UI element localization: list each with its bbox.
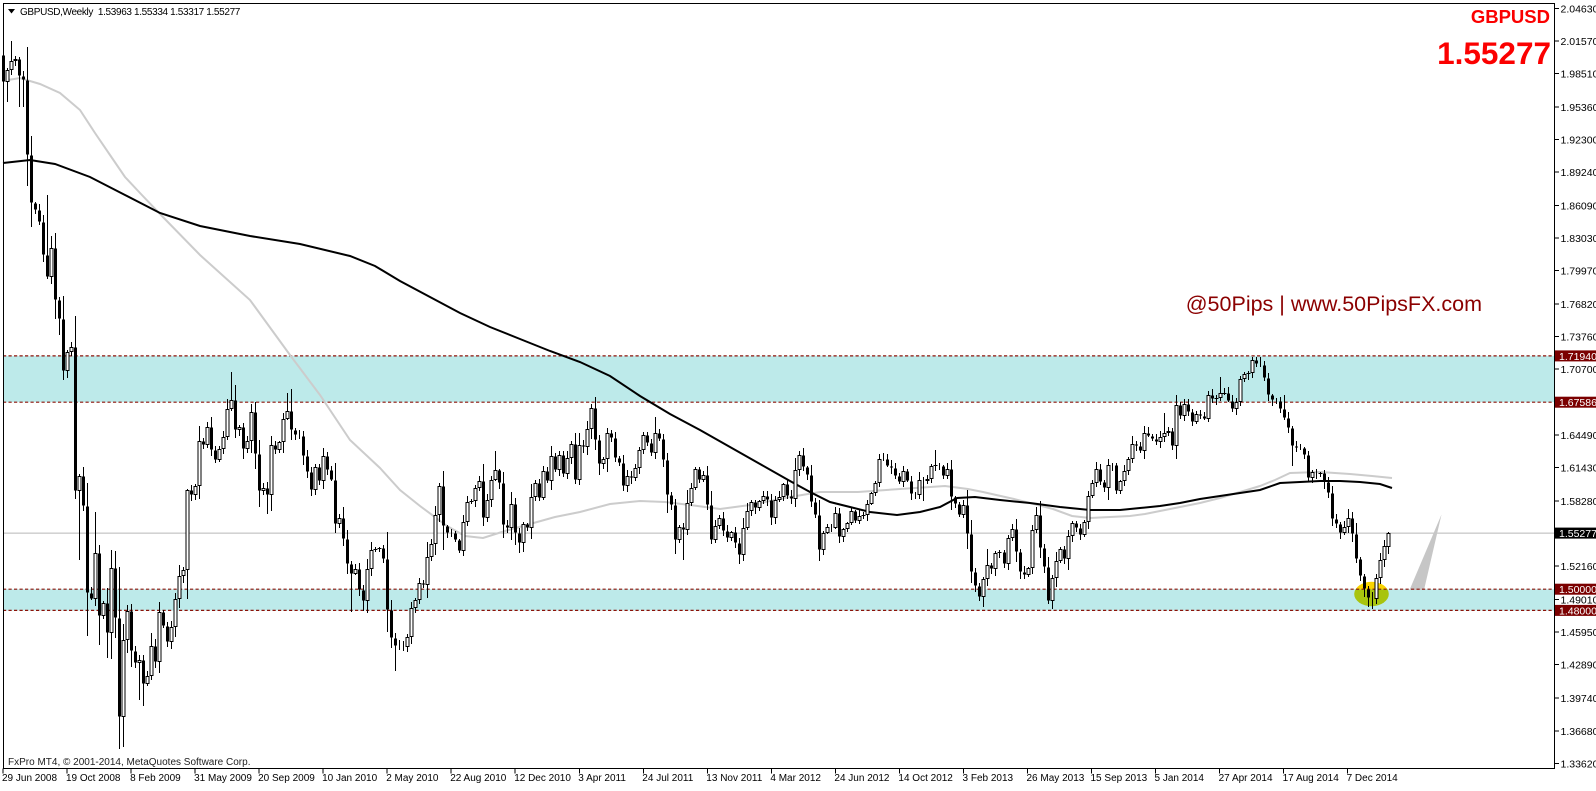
svg-text:7 Dec 2014: 7 Dec 2014 xyxy=(1347,773,1399,784)
svg-text:26 May 2013: 26 May 2013 xyxy=(1027,773,1085,784)
svg-text:1.33620: 1.33620 xyxy=(1561,758,1596,770)
svg-text:2.04630: 2.04630 xyxy=(1561,3,1596,15)
svg-text:1.92300: 1.92300 xyxy=(1561,135,1596,147)
svg-text:19 Oct 2008: 19 Oct 2008 xyxy=(66,773,121,784)
svg-text:1.61430: 1.61430 xyxy=(1561,463,1596,475)
svg-text:GBPUSD,Weekly 1.53963 1.55334: GBPUSD,Weekly 1.53963 1.55334 1.53317 1.… xyxy=(20,7,241,18)
svg-text:24 Jun 2012: 24 Jun 2012 xyxy=(834,773,889,784)
svg-text:4 Mar 2012: 4 Mar 2012 xyxy=(770,773,821,784)
svg-text:14 Oct 2012: 14 Oct 2012 xyxy=(898,773,953,784)
svg-text:1.76820: 1.76820 xyxy=(1561,299,1596,311)
svg-text:13 Nov 2011: 13 Nov 2011 xyxy=(706,773,762,784)
svg-text:1.64490: 1.64490 xyxy=(1561,430,1596,442)
svg-text:29 Jun 2008: 29 Jun 2008 xyxy=(2,773,57,784)
svg-text:2.01570: 2.01570 xyxy=(1561,36,1596,48)
svg-text:24 Jul 2011: 24 Jul 2011 xyxy=(642,773,693,784)
svg-text:1.55277: 1.55277 xyxy=(1559,528,1596,540)
svg-text:GBPUSD: GBPUSD xyxy=(1471,6,1550,27)
svg-text:2 May 2010: 2 May 2010 xyxy=(386,773,439,784)
svg-text:1.58280: 1.58280 xyxy=(1561,496,1596,508)
svg-text:1.98510: 1.98510 xyxy=(1561,68,1596,80)
svg-text:1.86090: 1.86090 xyxy=(1561,201,1596,213)
svg-text:31 May 2009: 31 May 2009 xyxy=(194,773,252,784)
svg-text:3 Apr 2011: 3 Apr 2011 xyxy=(578,773,626,784)
svg-text:FxPro MT4, © 2001-2014, MetaQu: FxPro MT4, © 2001-2014, MetaQuotes Softw… xyxy=(8,757,250,768)
svg-text:1.50000: 1.50000 xyxy=(1559,584,1596,596)
svg-text:1.36680: 1.36680 xyxy=(1561,726,1596,738)
svg-text:1.79970: 1.79970 xyxy=(1561,266,1596,278)
svg-text:3 Feb 2013: 3 Feb 2013 xyxy=(963,773,1014,784)
svg-text:1.45950: 1.45950 xyxy=(1561,627,1596,639)
svg-text:1.55277: 1.55277 xyxy=(1437,35,1551,71)
svg-text:17 Aug 2014: 17 Aug 2014 xyxy=(1283,773,1340,784)
svg-text:10 Jan 2010: 10 Jan 2010 xyxy=(322,773,377,784)
svg-text:5 Jan 2014: 5 Jan 2014 xyxy=(1155,773,1205,784)
svg-text:1.71940: 1.71940 xyxy=(1559,351,1596,363)
svg-text:1.83030: 1.83030 xyxy=(1561,233,1596,245)
svg-text:1.95360: 1.95360 xyxy=(1561,102,1596,114)
svg-text:22 Aug 2010: 22 Aug 2010 xyxy=(450,773,507,784)
svg-text:27 Apr 2014: 27 Apr 2014 xyxy=(1219,773,1273,784)
svg-text:12 Dec 2010: 12 Dec 2010 xyxy=(514,773,571,784)
svg-text:1.52160: 1.52160 xyxy=(1561,561,1596,573)
svg-text:1.67586: 1.67586 xyxy=(1559,397,1596,409)
svg-text:1.73760: 1.73760 xyxy=(1561,332,1596,344)
svg-text:20 Sep 2009: 20 Sep 2009 xyxy=(258,773,315,784)
svg-text:1.39740: 1.39740 xyxy=(1561,693,1596,705)
svg-text:1.42890: 1.42890 xyxy=(1561,660,1596,672)
svg-text:15 Sep 2013: 15 Sep 2013 xyxy=(1091,773,1148,784)
svg-text:1.89240: 1.89240 xyxy=(1561,167,1596,179)
svg-text:@50Pips | www.50PipsFX.com: @50Pips | www.50PipsFX.com xyxy=(1186,292,1482,316)
svg-text:1.70700: 1.70700 xyxy=(1561,364,1596,376)
svg-text:8 Feb 2009: 8 Feb 2009 xyxy=(130,773,181,784)
svg-text:1.48000: 1.48000 xyxy=(1559,605,1596,617)
